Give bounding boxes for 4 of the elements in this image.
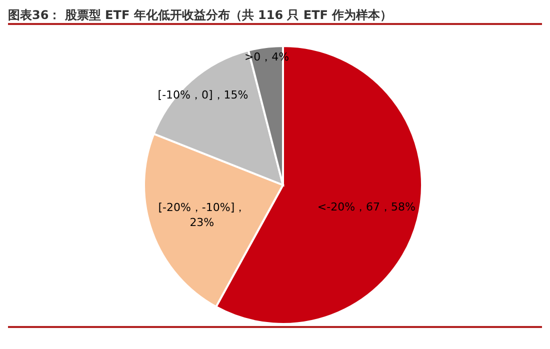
slice-label: [-20%，-10%]，23% [158, 201, 246, 230]
chart-title: 图表36： 股票型 ETF 年化低开收益分布（共 116 只 ETF 作为样本） [8, 8, 394, 22]
slice-label: [-10%，0]，15% [158, 88, 248, 102]
slice-label: <-20%，67，58% [317, 200, 416, 214]
